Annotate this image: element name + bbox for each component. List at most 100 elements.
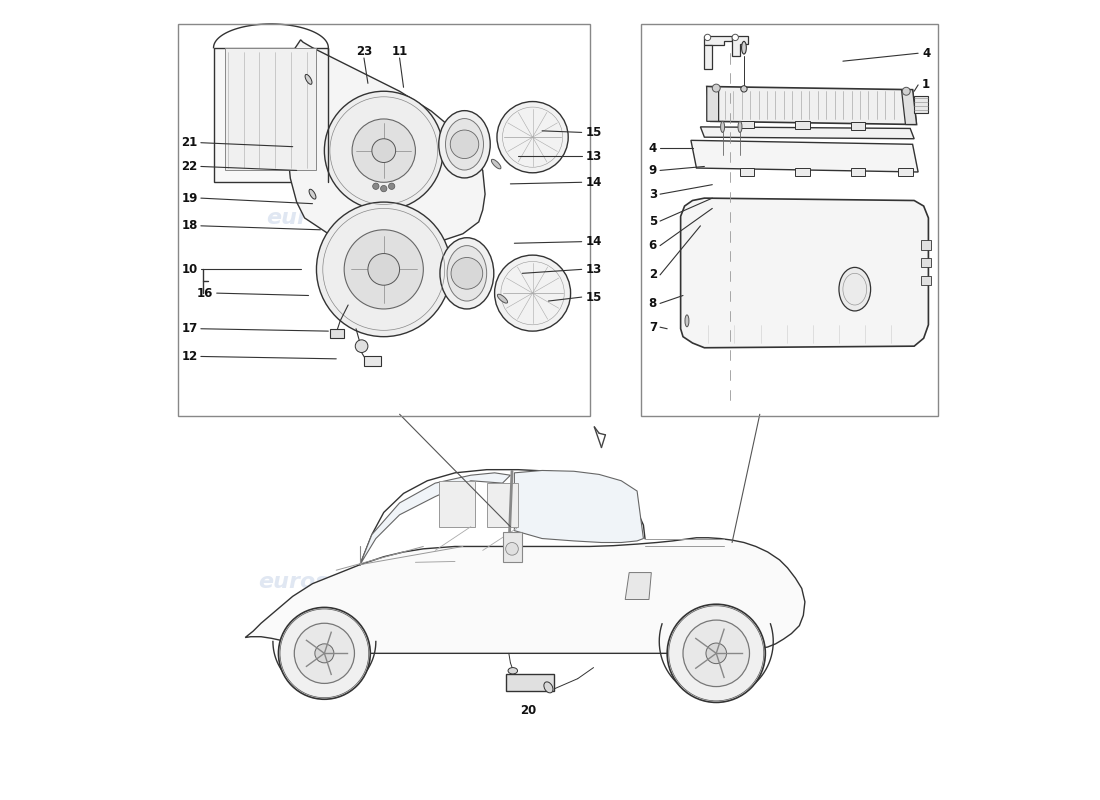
- Ellipse shape: [839, 267, 870, 311]
- Circle shape: [372, 138, 396, 162]
- Text: 4: 4: [922, 46, 931, 60]
- Text: 12: 12: [182, 350, 198, 363]
- Bar: [921, 240, 931, 250]
- Ellipse shape: [543, 682, 553, 693]
- Circle shape: [668, 604, 766, 702]
- Circle shape: [317, 202, 451, 337]
- Bar: [740, 121, 755, 129]
- Text: 5: 5: [649, 214, 657, 227]
- Text: 14: 14: [585, 235, 602, 248]
- Text: 20: 20: [519, 704, 536, 717]
- Ellipse shape: [446, 118, 484, 170]
- Text: 7: 7: [649, 321, 657, 334]
- Circle shape: [315, 644, 334, 663]
- Circle shape: [451, 258, 483, 289]
- Polygon shape: [733, 36, 748, 56]
- Polygon shape: [625, 573, 651, 599]
- Text: 21: 21: [182, 136, 198, 150]
- Circle shape: [278, 607, 371, 699]
- Ellipse shape: [492, 159, 500, 169]
- Bar: [795, 122, 810, 130]
- Text: eurospares: eurospares: [623, 572, 763, 592]
- Polygon shape: [706, 86, 718, 122]
- Circle shape: [497, 102, 569, 173]
- Ellipse shape: [508, 667, 517, 674]
- Ellipse shape: [685, 315, 689, 326]
- Text: 14: 14: [585, 176, 602, 189]
- Polygon shape: [515, 470, 644, 542]
- Text: 8: 8: [649, 297, 657, 310]
- Text: 22: 22: [182, 160, 198, 173]
- Text: 4: 4: [649, 142, 657, 154]
- Text: 17: 17: [182, 322, 198, 335]
- Bar: [503, 532, 522, 562]
- Bar: [364, 356, 382, 366]
- Circle shape: [683, 620, 749, 686]
- Circle shape: [704, 34, 711, 41]
- Bar: [914, 96, 928, 114]
- Text: 11: 11: [392, 45, 408, 58]
- Bar: [226, 48, 317, 170]
- Polygon shape: [704, 46, 713, 69]
- Text: 23: 23: [355, 45, 372, 58]
- Circle shape: [902, 87, 910, 95]
- Polygon shape: [360, 473, 510, 565]
- Text: 6: 6: [649, 239, 657, 252]
- Ellipse shape: [439, 110, 491, 178]
- Bar: [850, 122, 865, 130]
- Circle shape: [295, 623, 354, 683]
- Ellipse shape: [440, 238, 494, 309]
- Ellipse shape: [741, 42, 746, 54]
- Circle shape: [388, 183, 395, 190]
- Text: 10: 10: [182, 263, 198, 276]
- Text: 13: 13: [585, 150, 602, 162]
- Text: 19: 19: [182, 192, 198, 205]
- Circle shape: [355, 340, 367, 353]
- Bar: [641, 24, 938, 416]
- Circle shape: [706, 643, 726, 664]
- Circle shape: [506, 542, 518, 555]
- Text: 15: 15: [585, 290, 602, 303]
- Ellipse shape: [309, 190, 316, 199]
- Polygon shape: [691, 140, 918, 172]
- Polygon shape: [795, 168, 810, 176]
- Circle shape: [373, 183, 380, 190]
- Bar: [178, 24, 590, 416]
- Text: 16: 16: [197, 286, 213, 300]
- Circle shape: [324, 91, 443, 210]
- Bar: [439, 481, 475, 526]
- Bar: [213, 48, 328, 182]
- Text: eurospares: eurospares: [685, 208, 826, 228]
- Circle shape: [367, 254, 399, 286]
- Text: 15: 15: [585, 126, 602, 139]
- Text: eurospares: eurospares: [266, 208, 407, 228]
- Polygon shape: [706, 86, 916, 125]
- Bar: [330, 329, 344, 338]
- Polygon shape: [899, 168, 913, 176]
- Polygon shape: [902, 90, 916, 125]
- Bar: [486, 483, 518, 526]
- Polygon shape: [701, 127, 914, 138]
- Circle shape: [381, 186, 387, 192]
- Circle shape: [450, 130, 478, 158]
- Ellipse shape: [447, 246, 486, 301]
- Bar: [506, 674, 554, 691]
- Circle shape: [713, 84, 721, 92]
- Bar: [921, 258, 931, 267]
- Ellipse shape: [497, 294, 507, 303]
- Text: 1: 1: [922, 78, 931, 91]
- Text: 13: 13: [585, 263, 602, 276]
- Circle shape: [733, 34, 738, 41]
- Polygon shape: [681, 198, 928, 348]
- Polygon shape: [740, 168, 755, 176]
- Ellipse shape: [720, 122, 725, 133]
- Polygon shape: [285, 40, 485, 246]
- Text: 18: 18: [182, 219, 198, 232]
- Polygon shape: [704, 36, 733, 46]
- Text: eurospares: eurospares: [258, 572, 398, 592]
- Bar: [921, 276, 931, 286]
- Circle shape: [352, 119, 416, 182]
- Circle shape: [344, 230, 424, 309]
- Text: 2: 2: [649, 269, 657, 282]
- Polygon shape: [850, 168, 865, 176]
